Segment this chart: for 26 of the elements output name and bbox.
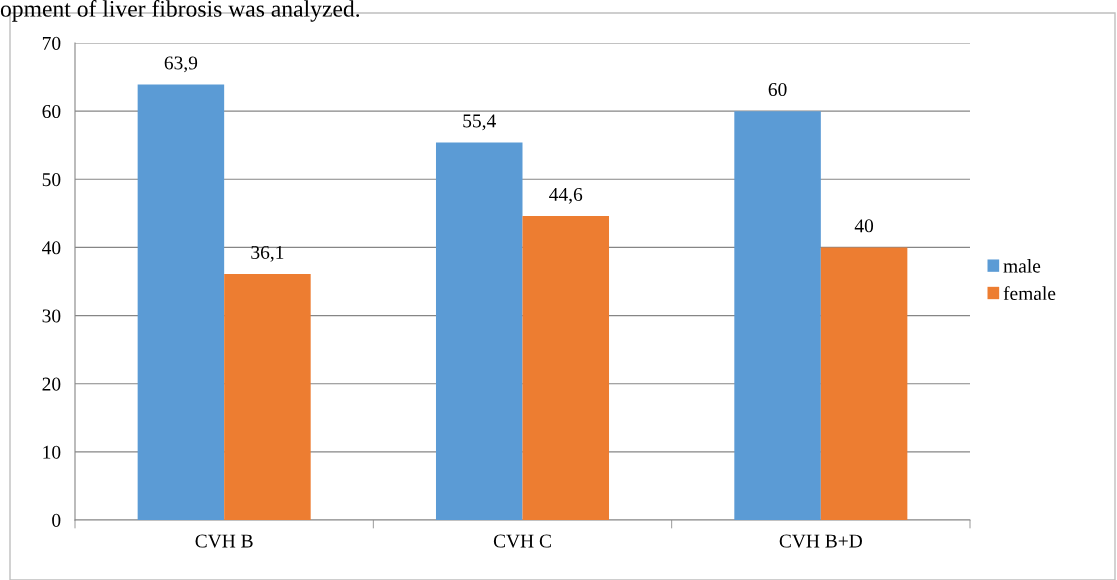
text: opment of liver fibrosis was analyzed. bbox=[0, 0, 360, 22]
y-tick-label: 50 bbox=[42, 173, 61, 187]
bar bbox=[137, 84, 225, 520]
y-tick-label: 30 bbox=[42, 309, 61, 323]
data-label: 40 bbox=[854, 219, 874, 233]
y-tick-label: 70 bbox=[42, 36, 61, 50]
bar bbox=[734, 111, 821, 520]
y-tick-label: 10 bbox=[43, 445, 61, 459]
data-label: 36,1 bbox=[251, 245, 284, 262]
x-tick-label: CVH C bbox=[493, 534, 551, 548]
bar bbox=[435, 142, 523, 520]
y-tick-label: 40 bbox=[42, 241, 61, 255]
data-label: 63,9 bbox=[164, 56, 198, 73]
legend-label: female bbox=[1003, 286, 1056, 301]
data-label: 60 bbox=[768, 82, 787, 97]
data-label: 55,4 bbox=[463, 114, 496, 131]
y-tick-label: 0 bbox=[52, 513, 61, 527]
data-label: 44,6 bbox=[549, 187, 583, 204]
bar bbox=[224, 274, 311, 520]
y-tick-label: 60 bbox=[42, 104, 61, 119]
legend-label: male bbox=[1003, 259, 1041, 273]
y-tick-label: 20 bbox=[42, 377, 61, 391]
bar bbox=[522, 216, 610, 520]
x-tick-label: CVH B bbox=[195, 534, 253, 548]
x-tick-label: CVH B+D bbox=[779, 534, 862, 548]
bar bbox=[820, 247, 908, 520]
